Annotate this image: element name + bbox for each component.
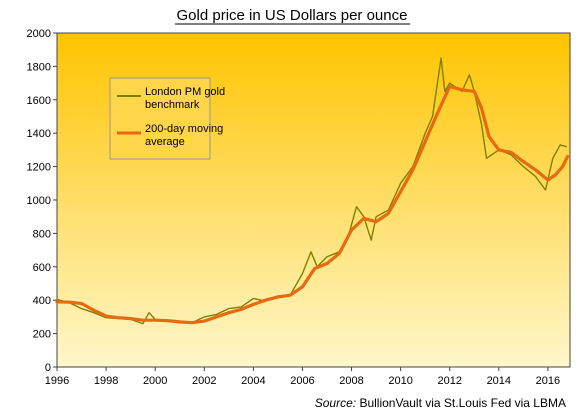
y-tick-label: 1600 [27,95,51,107]
x-tick-label: 2002 [192,375,216,387]
y-tick-label: 1000 [27,195,51,207]
x-tick-label: 2004 [241,375,265,387]
source-attribution: BullionVault via St.Louis Fed via LBMA [359,396,566,410]
legend-label-benchmark-line2: benchmark [145,99,200,111]
legend-box [109,77,211,160]
y-tick-label: 0 [45,362,51,374]
y-tick-label: 800 [33,228,51,240]
chart-title: Gold price in US Dollars per ounce [177,7,408,24]
x-tick-label: 2010 [388,375,412,387]
x-tick-label: 2014 [487,375,511,387]
x-tick-label: 2016 [536,375,560,387]
y-tick-label: 600 [33,262,51,274]
legend-label-moving-average-line1: 200-day moving [145,123,223,135]
y-tick-label: 200 [33,329,51,341]
legend: London PM gold benchmark 200-day moving … [109,77,225,160]
legend-label-moving-average-line2: average [145,136,185,148]
y-axis: 0 200 400 600 800 1000 1200 1400 1600 1800 2000 [27,28,57,374]
y-tick-label: 400 [33,295,51,307]
x-tick-label: 1998 [94,375,118,387]
source-label: Source: [315,396,356,410]
source-note: Source: BullionVault via St.Louis Fed vi… [315,396,566,410]
series-moving-average-line [55,84,570,325]
x-tick-label: 2000 [143,375,167,387]
series-layer [55,57,570,325]
y-tick-label: 1400 [27,128,51,140]
x-tick-label: 1996 [45,375,69,387]
legend-label-benchmark-line1: London PM gold [145,86,225,98]
y-tick-label: 2000 [27,28,51,40]
y-tick-label: 1800 [27,61,51,73]
x-axis: 1996 1998 2000 2002 2004 2006 2008 2010 2012 2014… [45,367,560,387]
x-tick-label: 2012 [437,375,461,387]
x-tick-label: 2008 [339,375,363,387]
y-tick-label: 1200 [27,162,51,174]
x-tick-label: 2006 [290,375,314,387]
